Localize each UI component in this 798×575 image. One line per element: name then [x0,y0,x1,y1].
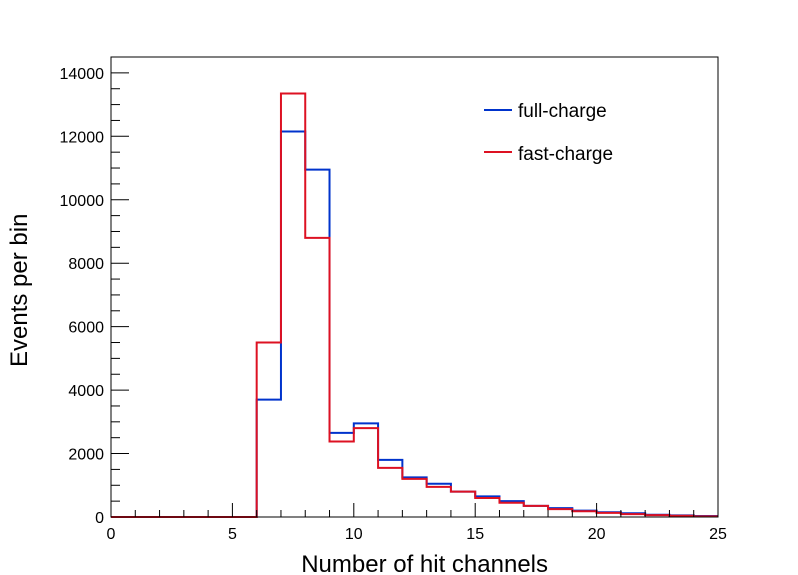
y-tick-label: 8000 [68,256,104,273]
x-tick-label: 10 [345,526,363,543]
series-full-charge-step-line [111,130,718,518]
y-tick-label: 14000 [60,66,105,83]
y-tick-label: 4000 [68,383,104,400]
y-axis-title: Events per bin [6,214,33,367]
x-tick-label: 5 [228,526,237,543]
series-fast-charge-step-line [111,92,718,518]
x-tick-label: 15 [466,526,484,543]
x-tick-label: 20 [588,526,606,543]
legend: full-charge fast-charge [484,101,613,165]
y-tick-label: 12000 [60,129,105,146]
plot-frame [110,56,719,518]
x-tick-label: 0 [107,526,116,543]
x-tick-label: 25 [709,526,727,543]
legend-label-fast-charge: fast-charge [518,144,613,165]
series-layer [111,92,718,518]
y-tick-label: 6000 [68,320,104,337]
x-axis: 0 5 10 15 20 25 [107,503,727,543]
y-axis: 0 2000 4000 6000 8000 10000 12000 14000 [60,56,129,527]
y-tick-label: 0 [95,510,104,527]
y-tick-label: 2000 [68,447,104,464]
x-axis-title: Number of hit channels [301,551,548,575]
legend-label-full-charge: full-charge [518,101,607,122]
y-tick-label: 10000 [60,193,105,210]
